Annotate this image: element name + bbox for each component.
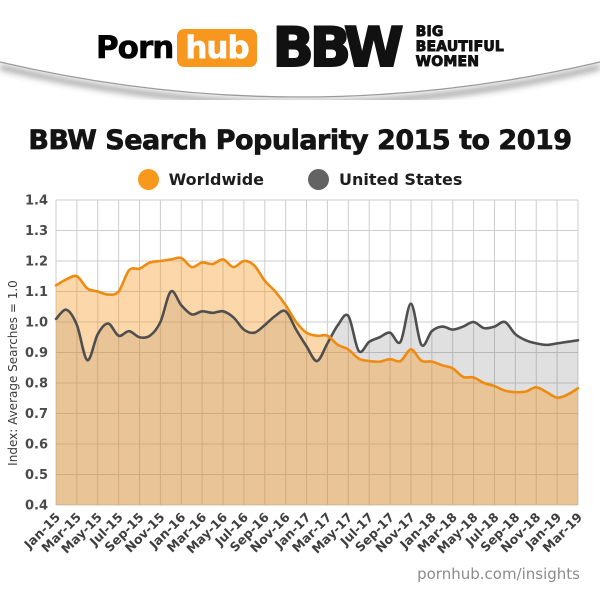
logo-row: Porn hub BBW BIG BEAUTIFUL WOMEN	[0, 16, 600, 79]
y-axis-title: Index: Average Searches = 1.0	[6, 280, 20, 466]
bbw-word-women: WOMEN	[415, 54, 480, 71]
chart-legend: Worldwide United States	[0, 169, 600, 190]
svg-text:0.9: 0.9	[25, 346, 48, 361]
worldwide-dot-icon	[137, 169, 159, 190]
bbw-logotype: BBW	[272, 16, 405, 79]
header-curve	[0, 0, 600, 100]
svg-text:0.4: 0.4	[25, 499, 48, 514]
line-worldwide	[54, 256, 580, 399]
pornhub-logo: Porn hub	[95, 28, 257, 67]
series-areas	[56, 257, 578, 505]
svg-text:1.4: 1.4	[25, 194, 48, 209]
header-band: Porn hub BBW BIG BEAUTIFUL WOMEN	[0, 0, 600, 100]
y-axis-labels: 1.4 1.3 1.2 1.1 1.0 0.9 0.8 0.7 0.6 0.5 0.4	[25, 194, 48, 514]
area-united-states	[56, 291, 578, 505]
x-axis-labels: Jan-15Mar-15May-15Jul-15Sep-15Nov-15Jan-…	[20, 509, 585, 556]
svg-text:0.6: 0.6	[25, 438, 48, 453]
svg-text:0.8: 0.8	[25, 377, 48, 392]
svg-text:1.1: 1.1	[25, 285, 48, 300]
line-united-states	[54, 289, 580, 363]
bbw-wordmark-stack: BIG BEAUTIFUL WOMEN	[415, 23, 505, 71]
popularity-chart: 1.4 1.3 1.2 1.1 1.0 0.9 0.8 0.7 0.6 0.5 0.4Jan-15M…	[6, 194, 585, 557]
united-states-dot-icon	[308, 169, 330, 190]
svg-text:0.7: 0.7	[25, 407, 48, 422]
svg-text:1.3: 1.3	[25, 224, 48, 239]
bbw-word-beautiful: BEAUTIFUL	[415, 38, 505, 56]
area-worldwide	[56, 257, 578, 505]
chart-area: 1.4 1.3 1.2 1.1 1.0 0.9 0.8 0.7 0.6 0.5 0.4 Jan-15 M…	[0, 193, 600, 565]
svg-text:0.5: 0.5	[25, 468, 48, 483]
legend-item-worldwide: Worldwide	[137, 169, 265, 190]
footer-url: pornhub.com/insights	[417, 565, 580, 583]
legend-label-united-states: United States	[339, 170, 463, 189]
series-lines	[54, 256, 580, 399]
legend-item-united-states: United States	[308, 169, 462, 190]
page-title: BBW Search Popularity 2015 to 2019	[28, 125, 572, 157]
curve-fill	[0, 0, 600, 97]
svg-text:1.2: 1.2	[25, 255, 48, 270]
gridlines	[55, 199, 579, 506]
curve-shadow	[0, 64, 600, 100]
curve-line	[0, 61, 600, 98]
svg-text:1.0: 1.0	[25, 316, 48, 331]
pornhub-logo-porn: Porn	[95, 29, 175, 66]
legend-label-worldwide: Worldwide	[168, 170, 265, 189]
pornhub-logo-hub: hub	[177, 28, 257, 67]
bbw-word-big: BIG	[415, 23, 444, 40]
